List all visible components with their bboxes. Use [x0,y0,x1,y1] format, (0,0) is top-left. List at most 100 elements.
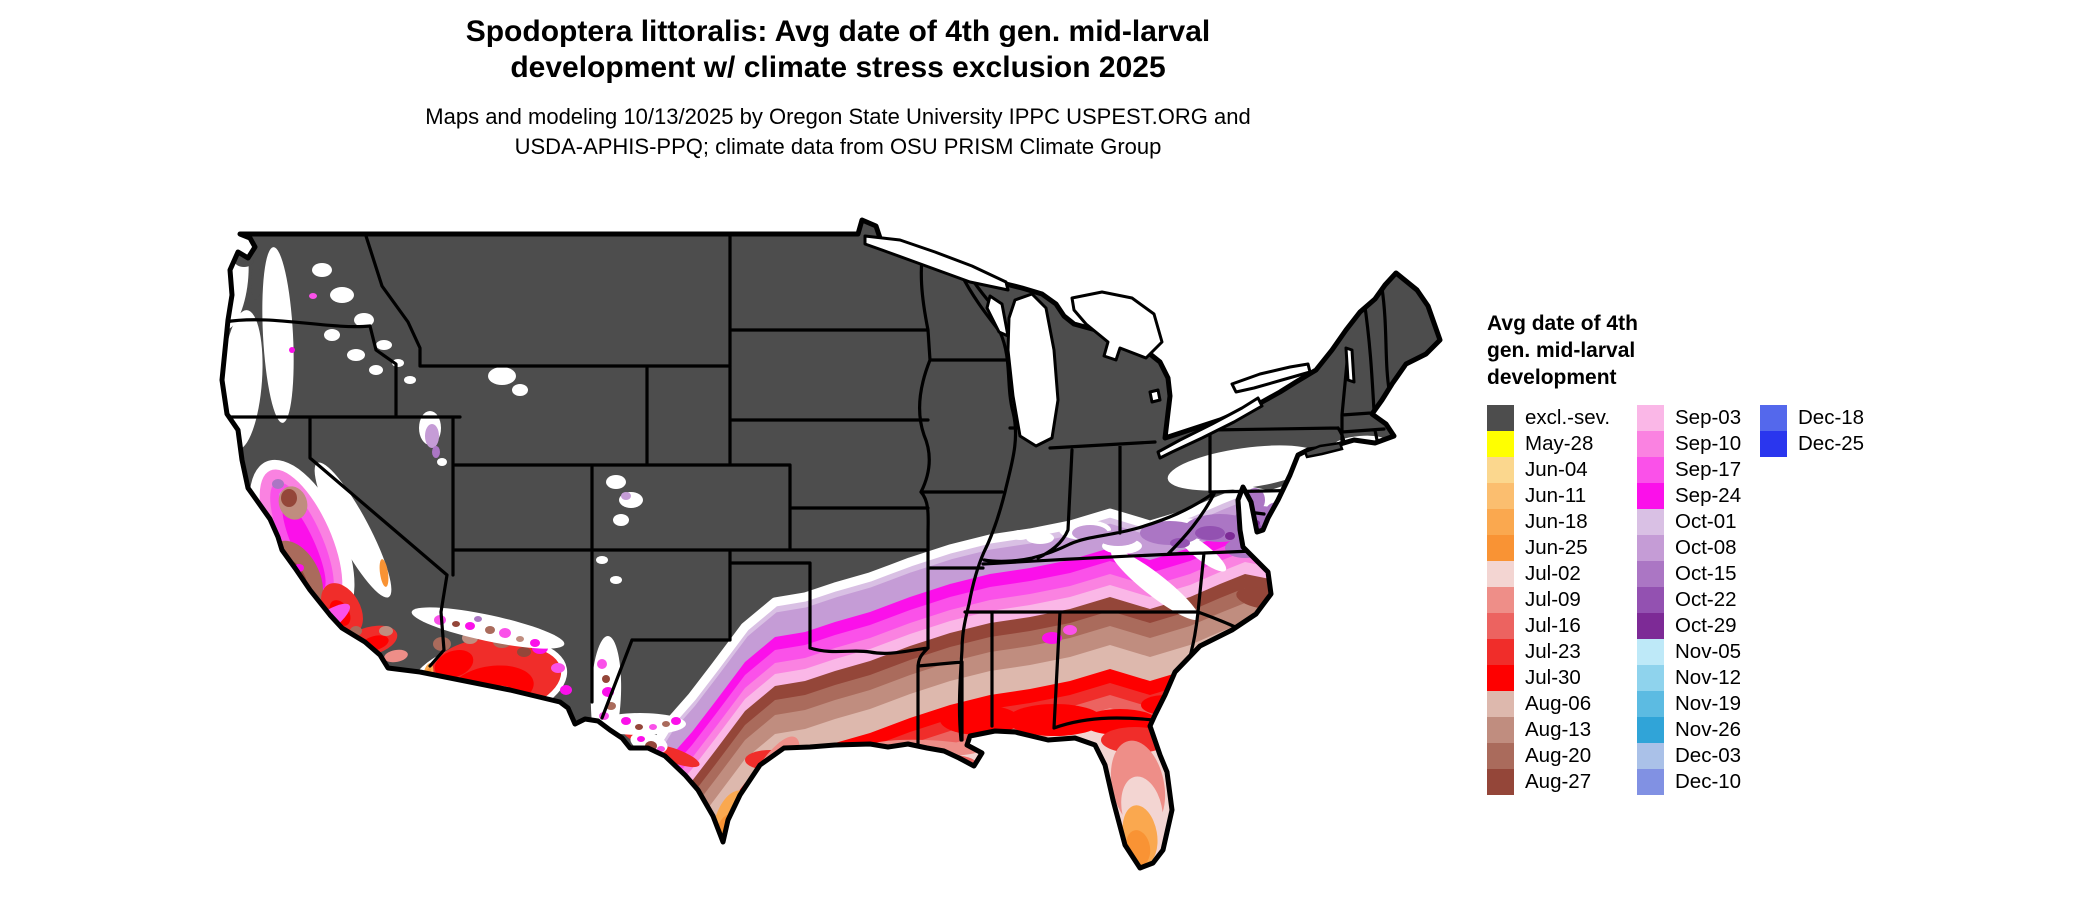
legend-label: Nov-05 [1675,640,1742,663]
patch-aug27 [635,724,643,730]
patch-jul16 [996,744,1044,760]
patch-aug13 [379,626,393,636]
legend-label: Sep-17 [1675,458,1742,481]
coastline-and-national-border [219,217,1443,871]
patch-dec10 [270,601,274,605]
legend-label: excl.-sev. [1525,406,1611,429]
patch-aug13 [516,636,524,642]
legend-item-excl-sev-: excl.-sev. [1487,405,1610,431]
patch-sep17 [649,724,657,730]
legend-swatch [1637,509,1664,535]
legend-label: Oct-22 [1675,588,1737,611]
patch-may28 [1151,873,1157,877]
legend-swatch [1637,665,1664,691]
legend-item-nov-19: Nov-19 [1637,691,1741,717]
patch-jul30 [434,649,474,679]
legend-item-jul-02: Jul-02 [1487,561,1610,587]
patch-white [594,713,686,735]
map-subtitle-line2: USDA-APHIS-PPQ; climate data from OSU PR… [514,134,1162,159]
legend-swatch [1487,587,1514,613]
patch-may28 [1118,872,1126,876]
legend-item-sep-03: Sep-03 [1637,405,1741,431]
legend-label: Sep-03 [1675,406,1742,429]
patch-nov12 [264,586,274,602]
state-borders-group [223,234,1402,747]
legend-swatch [1487,405,1514,431]
lake-champlain [1344,346,1356,384]
patch-aug20 [662,721,670,727]
lake-superior [863,234,1010,292]
patch-dec25 [261,582,267,588]
legend-swatch [1637,405,1664,431]
map-subtitle-line1: Maps and modeling 10/13/2025 by Oregon S… [425,104,1251,129]
patch-oct22 [322,638,330,644]
map-fill-layers [222,220,1440,877]
legend-label: Jul-30 [1525,666,1581,689]
legend-swatch [1487,535,1514,561]
legend-label: Sep-24 [1675,484,1742,507]
legend-label: Jun-25 [1525,536,1588,559]
patch-sep17 [551,663,565,673]
legend-swatch [1637,743,1664,769]
legend-column-2: Dec-18 Dec-25 [1760,405,1864,457]
patch-white [222,310,263,450]
patch-white [330,287,354,303]
legend-label: Jun-11 [1525,484,1587,507]
legend-swatch [1487,483,1514,509]
legend-swatch [1637,431,1664,457]
patch-white [347,349,365,361]
legend-label: Aug-27 [1525,770,1592,793]
patch-oct15 [474,616,482,622]
legend-item-jun-18: Jun-18 [1487,509,1610,535]
patch-jul30 [755,763,865,807]
patch-white [606,475,626,489]
patch-oct08 [621,492,631,500]
patch-white [488,367,516,385]
legend-label: Dec-03 [1675,744,1742,767]
legend-item-sep-10: Sep-10 [1637,431,1741,457]
legend-label: Sep-10 [1675,432,1742,455]
patch-sep24 [289,347,295,353]
legend-label: Jul-09 [1525,588,1581,611]
legend-item-jun-04: Jun-04 [1487,457,1610,483]
patch-nov12 [417,679,423,685]
legend-item-jun-11: Jun-11 [1487,483,1610,509]
lake-ontario [1230,362,1312,394]
legend-swatch [1760,431,1787,457]
legend-label: Jul-16 [1525,614,1581,637]
legend-swatch [1637,561,1664,587]
legend-item-aug-13: Aug-13 [1487,717,1610,743]
legend-swatch [1487,743,1514,769]
patch-sep24 [530,639,540,647]
legend-item-aug-06: Aug-06 [1487,691,1610,717]
patch-aug20 [485,626,495,634]
legend-column-1: Sep-03 Sep-10 Sep-17 Sep-24 Oct-01 Oct-08 Oct-… [1637,405,1741,795]
patch-sep17 [553,707,565,717]
legend-item-dec-03: Dec-03 [1637,743,1741,769]
legend-swatch [1487,639,1514,665]
legend-title-line1: Avg date of 4th [1487,312,1638,335]
patch-nov12 [250,540,262,560]
legend-swatch [1637,587,1664,613]
patch-white [262,247,294,423]
legend-swatch [1637,717,1664,743]
patch-sep24 [671,717,681,725]
legend-label: Oct-01 [1675,510,1737,533]
patch-nov26 [272,606,280,618]
legend-label: Oct-08 [1675,536,1737,559]
patch-oct22 [1195,526,1225,540]
patch-white [404,376,416,384]
patch-white [312,263,332,277]
patch-white [369,365,383,375]
patch-white [437,458,447,466]
legend-swatch [1487,613,1514,639]
patch-jul16 [830,780,890,800]
patch-sep10 [526,723,538,731]
legend-item-dec-18: Dec-18 [1760,405,1864,431]
us-map-svg [219,217,1443,877]
patch-sep24 [621,717,631,725]
patch-aug27 [281,489,297,507]
patch-aug27 [602,675,610,683]
patch-white [610,576,622,584]
legend-label: Jun-04 [1525,458,1588,481]
